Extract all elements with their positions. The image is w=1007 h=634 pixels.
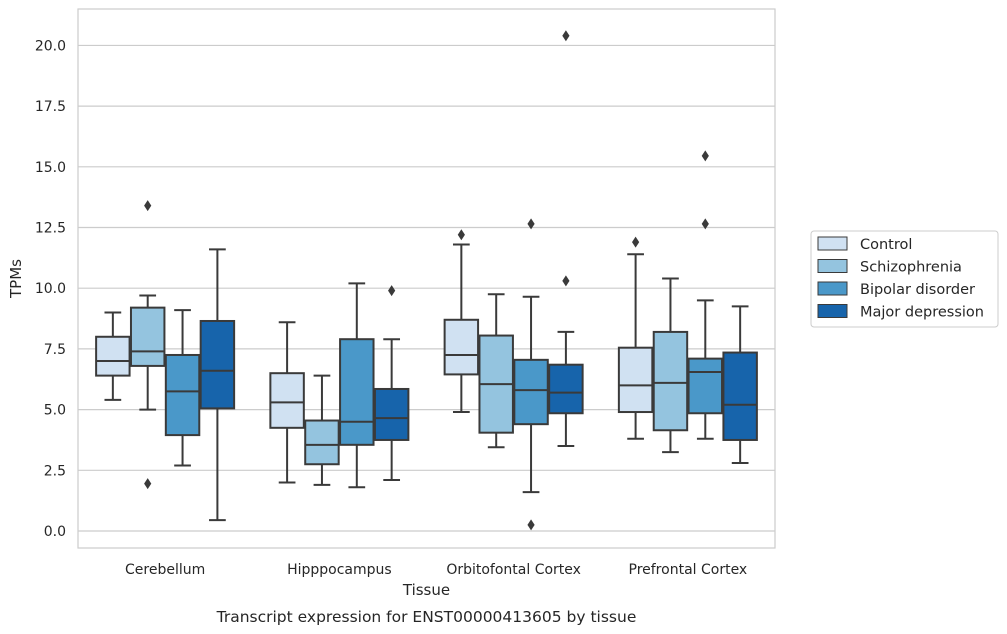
legend-swatch (817, 281, 848, 296)
outlier-point (562, 30, 570, 42)
box-bipolar-disorder (339, 282, 375, 489)
legend-frame (810, 230, 999, 328)
outlier-point (562, 275, 570, 287)
outlier-point (457, 229, 465, 241)
box-schizophrenia (129, 200, 166, 490)
y-tick-label: 17.5 (35, 99, 66, 115)
legend-label: Bipolar disorder (860, 282, 975, 298)
box-bipolar-disorder (513, 218, 549, 531)
box-iqr (687, 357, 724, 415)
outlier-point (632, 236, 640, 248)
y-axis-title: TPMs (7, 259, 25, 299)
outlier-point (144, 200, 152, 212)
box-bipolar-disorder (687, 150, 724, 440)
legend-swatch (817, 304, 848, 318)
y-tick-label: 20.0 (35, 38, 66, 54)
plot-background (78, 9, 775, 548)
outlier-point (388, 285, 396, 297)
box-iqr (373, 387, 410, 441)
box-iqr (339, 338, 375, 446)
outlier-point (527, 218, 535, 230)
x-tick-label: Cerebellum (125, 562, 205, 578)
y-tick-labels: 0.0 2.5 5.0 7.5 10.0 12.5 15.0 17.5 20.0 (35, 38, 66, 540)
box-control (443, 229, 480, 414)
y-tick-label: 2.5 (44, 463, 66, 479)
box-control (269, 321, 305, 484)
chart-caption: Transcript expression for ENST0000041360… (216, 608, 637, 626)
box-schizophrenia (478, 293, 514, 449)
box-control (617, 236, 654, 440)
box-iqr (652, 330, 689, 432)
x-tick-label: Prefrontal Cortex (629, 562, 748, 578)
y-tick-label: 0.0 (44, 524, 66, 540)
legend-swatch (817, 236, 848, 251)
box-schizophrenia (304, 374, 340, 486)
box-bipolar-disorder (164, 309, 201, 467)
y-tick-label: 5.0 (44, 403, 66, 419)
box-iqr (304, 419, 340, 466)
box-iqr (443, 318, 480, 376)
y-tick-label: 7.5 (44, 342, 66, 358)
legend-label: Major depression (860, 305, 984, 321)
box-iqr (617, 346, 654, 414)
box-control (95, 311, 131, 401)
box-major-depression (199, 248, 236, 522)
outlier-point (144, 478, 152, 490)
x-tick-label: Hipppocampus (287, 562, 392, 578)
box-major-depression (548, 30, 584, 448)
x-tick-labels: Cerebellum Hipppocampus Orbitofontal Corte… (125, 562, 747, 578)
legend-swatch (817, 259, 848, 273)
box-iqr (722, 351, 758, 441)
outlier-point (701, 150, 709, 162)
box-major-depression (373, 285, 410, 482)
y-tick-label: 15.0 (35, 160, 66, 176)
outlier-point (527, 519, 535, 531)
box-iqr (513, 358, 549, 426)
x-axis-title: Tissue (402, 581, 450, 599)
plot-frame (77, 8, 776, 549)
box-iqr (199, 319, 236, 410)
box-iqr (269, 372, 305, 429)
y-tick-label: 10.0 (35, 281, 66, 297)
box-major-depression (722, 305, 758, 465)
x-tick-label: Orbitofontal Cortex (446, 562, 581, 578)
outlier-point (701, 218, 709, 230)
legend-label: Control (860, 237, 912, 253)
box-iqr (95, 335, 131, 377)
y-tick-label: 12.5 (35, 221, 66, 237)
legend: Control Schizophrenia Bipolar disorder Majo… (810, 230, 999, 328)
legend-label: Schizophrenia (860, 260, 962, 276)
box-schizophrenia (652, 277, 689, 454)
box-iqr (129, 306, 166, 367)
box-iqr (548, 363, 584, 415)
box-groups (95, 30, 758, 531)
box-iqr (164, 353, 201, 437)
